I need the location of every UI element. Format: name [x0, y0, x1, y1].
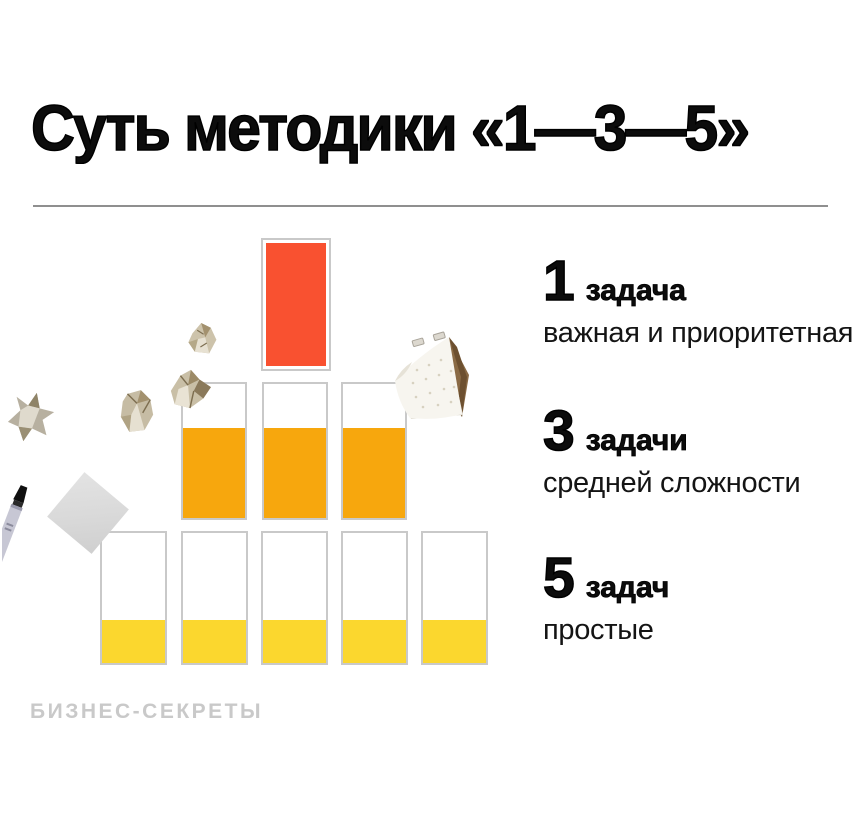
divider — [33, 205, 828, 207]
task-card-medium — [341, 382, 407, 520]
card-fill — [264, 428, 326, 518]
legend-number: 5 — [542, 546, 575, 610]
legend-noun: задачи — [585, 424, 688, 458]
page-title: Суть методики «1—3—5» — [30, 92, 751, 164]
task-card-simple — [261, 531, 328, 665]
card-fill — [263, 620, 326, 663]
card-fill — [102, 620, 165, 663]
brand-logo: БИЗНЕС-СЕКРЕТЫ — [30, 700, 264, 723]
legend-description: средней сложности — [543, 467, 801, 499]
legend-item-3: 3 задачи средней сложности — [542, 399, 801, 500]
legend-head: 5 задач — [542, 546, 670, 610]
legend-head: 1 задача — [542, 249, 853, 313]
legend-number: 3 — [542, 399, 575, 463]
task-card-medium — [262, 382, 328, 520]
legend-noun: задача — [585, 274, 686, 308]
task-card-simple — [421, 531, 488, 665]
card-fill — [423, 620, 486, 663]
card-fill — [343, 620, 406, 663]
legend-noun: задач — [585, 571, 670, 605]
legend-description: простые — [543, 614, 654, 646]
crumpled-paper-icon — [170, 369, 211, 409]
desk-calendar-icon — [395, 331, 469, 419]
legend-description: важная и приоритетная — [543, 317, 854, 349]
task-card-medium — [181, 382, 247, 520]
task-card-priority — [261, 238, 331, 371]
legend-head: 3 задачи — [542, 399, 800, 463]
legend-number: 1 — [542, 249, 575, 313]
card-fill — [183, 620, 246, 663]
crumpled-paper-icon — [188, 323, 217, 354]
marker-pen-icon — [2, 485, 28, 565]
task-card-simple — [181, 531, 248, 665]
crumpled-paper-icon — [120, 390, 154, 432]
card-fill — [183, 428, 245, 518]
card-fill — [343, 428, 405, 518]
paper-scrap-icon — [7, 392, 55, 442]
card-fill — [266, 243, 326, 366]
legend-item-5: 5 задач простые — [542, 546, 670, 647]
legend-item-1: 1 задача важная и приоритетная — [542, 249, 854, 350]
task-card-simple — [100, 531, 167, 665]
task-card-simple — [341, 531, 408, 665]
